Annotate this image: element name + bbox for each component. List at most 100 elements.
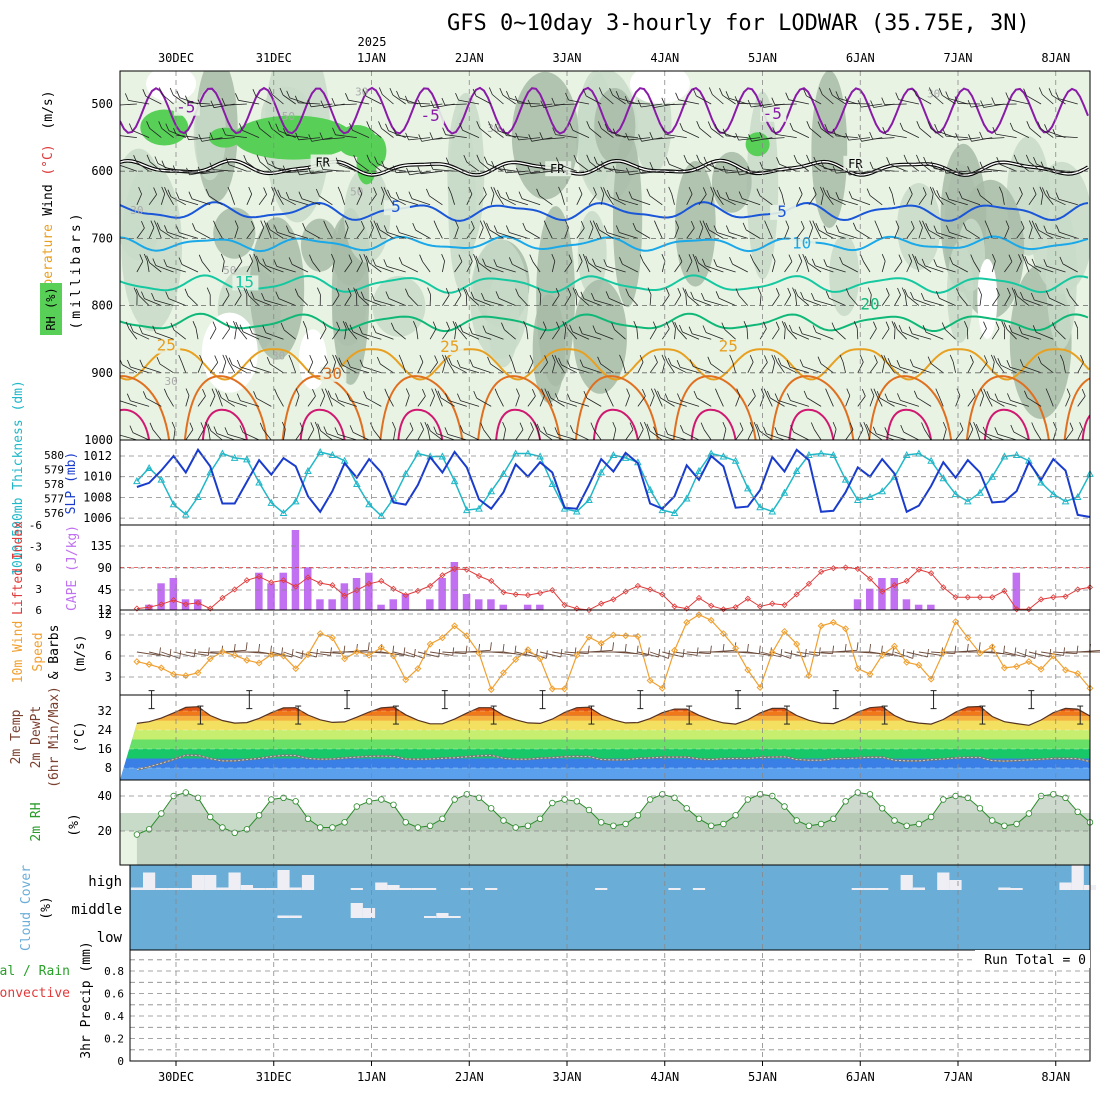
wind-barb-flag	[980, 100, 984, 108]
wind-barb-flag	[820, 161, 825, 169]
wind-barb	[698, 227, 704, 239]
wind-barb-flag	[302, 223, 306, 231]
thickness-point	[841, 475, 850, 483]
wind-barb-flag	[900, 424, 905, 433]
wind-barb	[149, 127, 162, 138]
wind-barb-flag	[1011, 287, 1016, 295]
wind-barb-flag	[792, 287, 796, 295]
wind-barb-flag	[881, 253, 886, 262]
wind-barb-flag	[264, 156, 269, 164]
rh-point	[561, 796, 568, 803]
wind-barb-flag	[688, 254, 693, 262]
wind-barb-flag	[624, 95, 629, 104]
wind-barb-flag	[163, 388, 168, 396]
rh-shade	[511, 71, 579, 200]
wind-barb-flag	[1005, 220, 1010, 228]
isotherm-30	[574, 375, 659, 440]
wind-barb-flag	[696, 154, 700, 162]
wind-barb	[848, 103, 871, 105]
wind-barb	[668, 400, 687, 407]
wind-barb	[829, 196, 846, 206]
wind-barb	[266, 227, 272, 239]
wind-barb-flag	[146, 154, 151, 162]
wind-barb	[913, 366, 932, 374]
wind-barb	[267, 163, 284, 172]
wind-barb-flag	[562, 321, 567, 329]
li-point	[329, 582, 336, 589]
wind-barb	[332, 361, 336, 373]
wind-barb-flag	[812, 325, 817, 333]
wind-barb	[319, 195, 333, 206]
wind-barb	[872, 168, 895, 172]
wind-barb-flag	[946, 225, 950, 233]
wind-ylabel-c: & Barbs	[47, 625, 62, 680]
wind-barb-flag	[370, 220, 374, 228]
wind-barb-flag	[601, 161, 605, 169]
rh-dry-area	[146, 71, 197, 102]
wind-barb-flag	[426, 423, 431, 431]
wind-barb-flag	[442, 354, 446, 363]
rh-point	[610, 822, 617, 829]
wind-barb	[170, 196, 186, 206]
wind-barb	[625, 395, 630, 407]
wind-barb	[1029, 161, 1042, 172]
wind-barb-flag	[233, 321, 237, 329]
wind-speed-point	[707, 616, 715, 624]
wind-barb	[222, 294, 230, 306]
wind-barb	[393, 428, 396, 440]
wind-barb	[918, 194, 927, 206]
thickness-point	[976, 488, 984, 496]
wind-barb-flag	[804, 255, 809, 264]
cape-tick-label: 135	[90, 539, 112, 553]
wind-barb-flag	[493, 259, 498, 267]
surface-wind-barb	[918, 651, 942, 656]
wind-barb	[225, 134, 247, 138]
wind-barb-flag	[312, 388, 316, 397]
wind-barb-flag	[676, 360, 681, 368]
wind-barb	[703, 429, 712, 440]
li-point	[634, 582, 641, 589]
surface-wind-barb-flag	[330, 647, 332, 656]
wind-barb	[788, 99, 809, 105]
bottom-date-label: 1JAN	[357, 1070, 386, 1084]
rh-point	[390, 801, 397, 808]
wind-barb	[869, 328, 877, 340]
cape-bar	[902, 599, 911, 610]
wind-barb	[809, 161, 822, 172]
wind-barb	[209, 362, 219, 374]
cloud-bar	[436, 913, 449, 918]
wind-barb	[445, 134, 467, 138]
li-point	[818, 568, 825, 575]
wind-barb	[179, 198, 199, 206]
top-date-label: 4JAN	[650, 51, 679, 65]
wind-barb	[887, 400, 907, 407]
isotherm-label-bg	[545, 161, 572, 177]
cloud-bar	[143, 872, 156, 890]
wind-barb	[218, 395, 223, 407]
wind-barb-flag	[606, 189, 611, 198]
wind-barb-flag	[1032, 187, 1037, 195]
li-point	[769, 600, 776, 607]
wind-barb	[961, 198, 981, 206]
li-point	[524, 592, 531, 599]
wind-barb	[350, 366, 370, 374]
wind-barb-flag	[475, 255, 480, 264]
cloud-panel-bg	[130, 865, 1090, 950]
surface-wind-barb	[894, 651, 913, 659]
wind-barb	[468, 295, 480, 306]
wind-barb-flag	[870, 388, 875, 396]
wind-ylabel-a: 10m Wind	[11, 621, 26, 684]
wind-speed-point	[952, 618, 960, 626]
wind-barb	[487, 163, 504, 172]
wind-barb-flag	[605, 291, 610, 299]
wind-barb-flag	[1024, 256, 1029, 264]
thickness-point	[194, 493, 202, 501]
wind-barb-flag	[360, 220, 365, 229]
wind-barb	[332, 260, 335, 273]
wind-barb-flag	[164, 187, 168, 195]
wind-barb-flag	[1053, 421, 1057, 430]
wind-barb	[724, 329, 736, 340]
wind-barb	[1034, 299, 1054, 306]
wind-barb	[444, 103, 467, 106]
wind-barb	[569, 366, 590, 374]
